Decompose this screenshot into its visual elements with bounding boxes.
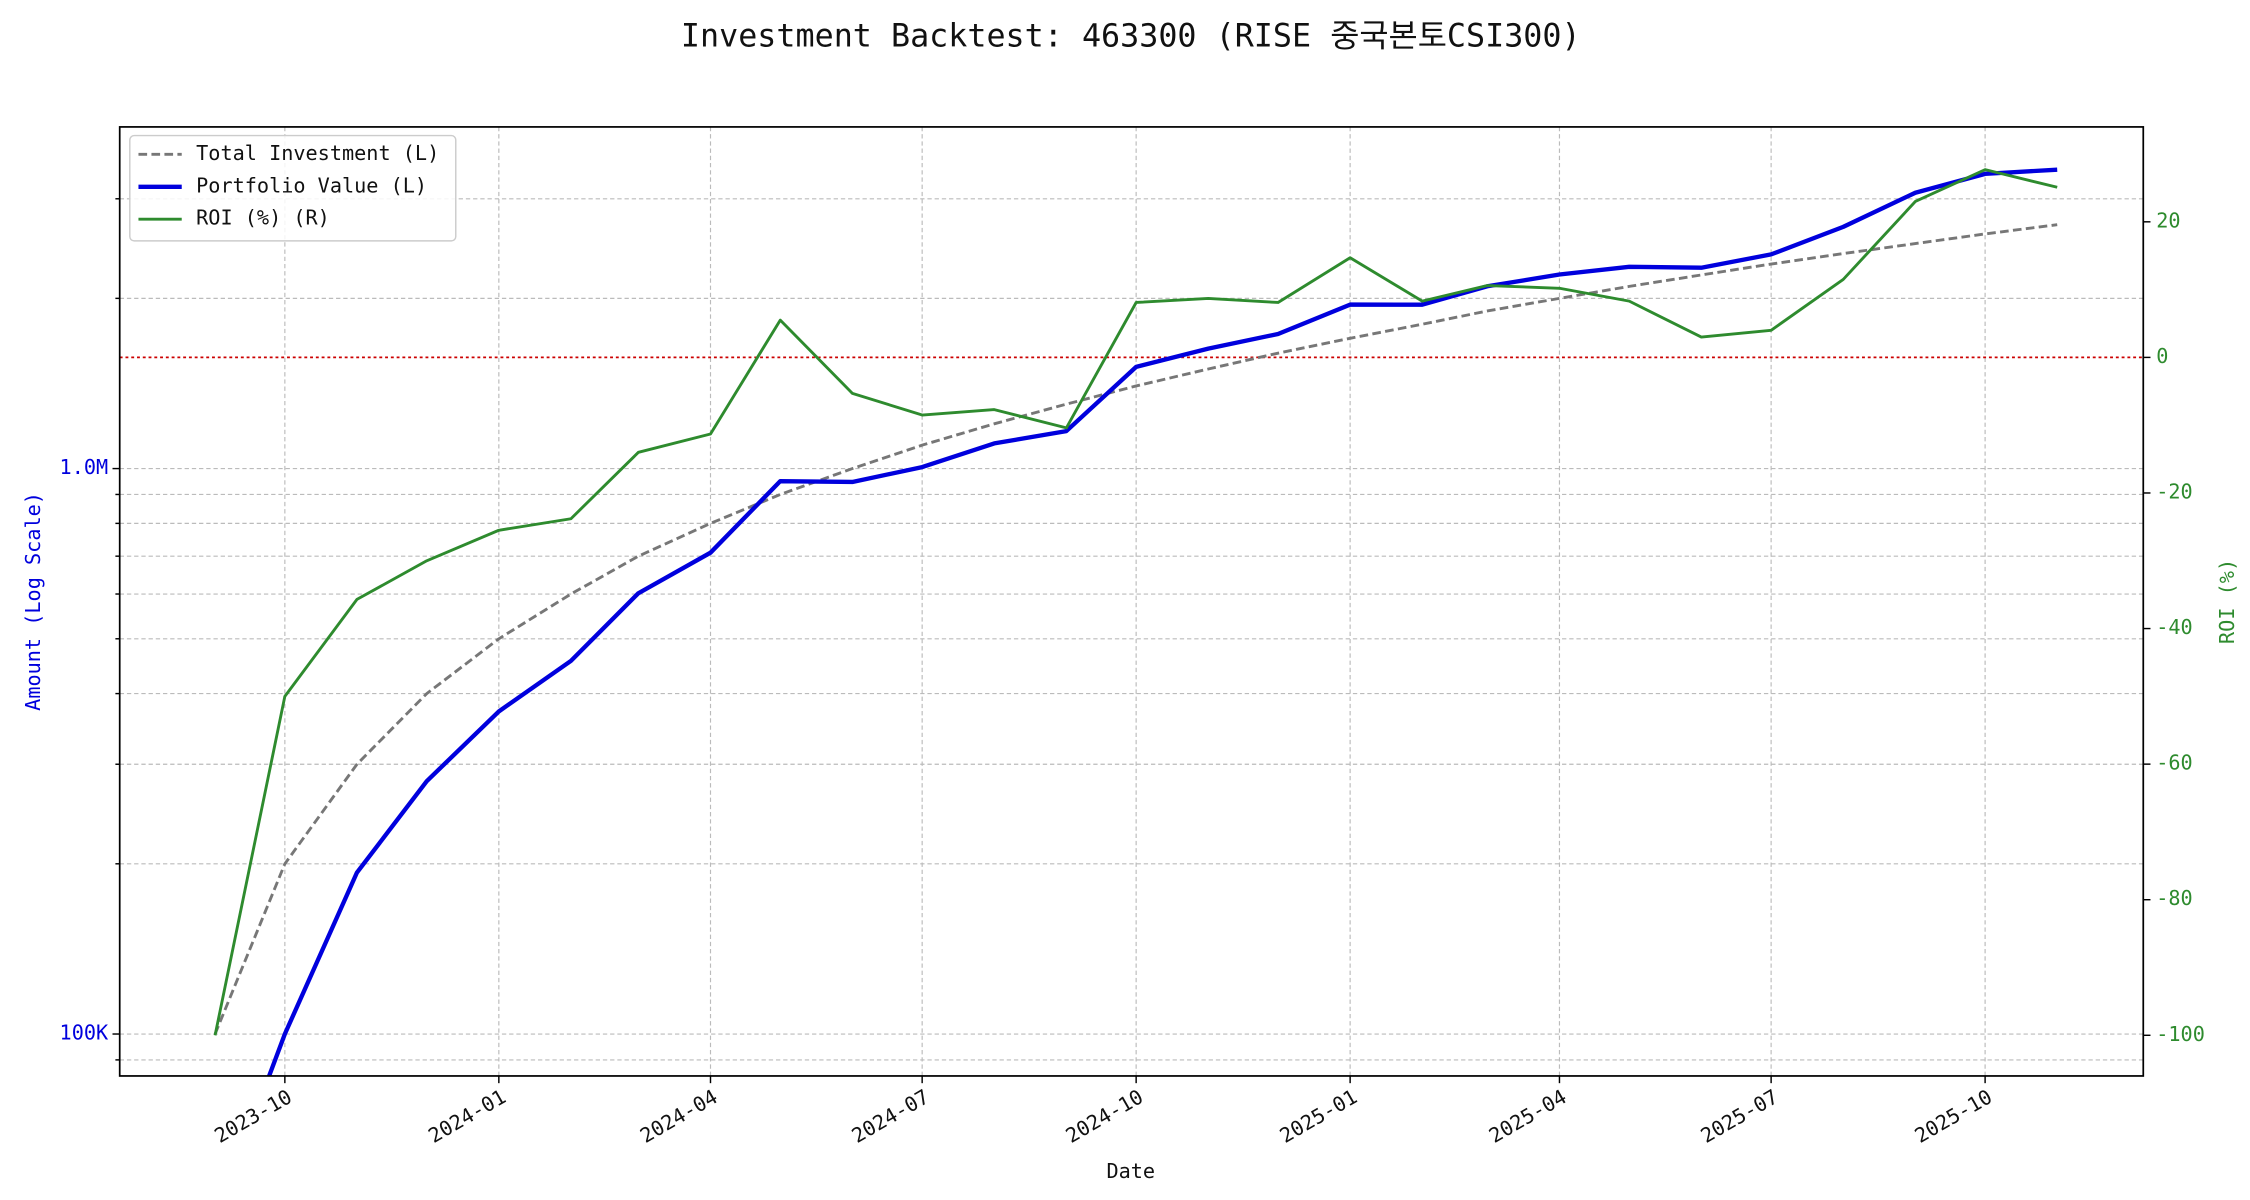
axes: 2023-10 2024-01 2024-04 2024-07 2024-10 2025-…: [60, 198, 2205, 1148]
y2-tick-label: -80: [2156, 886, 2192, 910]
y-tick-label: 1.0M: [60, 455, 109, 479]
y2-tick-label: -40: [2156, 615, 2192, 639]
legend: Total Investment (L) Portfolio Value (L) R…: [129, 134, 457, 242]
x-tick-label: 2023-10: [210, 1084, 296, 1147]
plot-area: [119, 167, 2144, 1076]
series-line: [213, 223, 2058, 1035]
x-tick-label: 2024-07: [847, 1084, 933, 1147]
y2-tick-label: 0: [2156, 344, 2168, 368]
series-line: [213, 168, 2058, 1036]
x-tick-label: 2025-07: [1696, 1084, 1782, 1147]
x-tick-label: 2025-10: [1910, 1084, 1996, 1147]
y2-tick-label: -60: [2156, 751, 2192, 775]
x-axis-label: Date: [1106, 1159, 1155, 1183]
y-tick-label: 100K: [60, 1021, 109, 1045]
legend-label: ROI (%) (R): [196, 206, 330, 230]
series-line: [266, 167, 2058, 1076]
legend-box: [129, 134, 457, 242]
chart-title: Investment Backtest: 463300 (RISE 중국본토CS…: [681, 19, 1581, 55]
y2-tick-label: 20: [2156, 208, 2180, 232]
y2-tick-label: -100: [2156, 1022, 2205, 1046]
y2-axis-label: ROI (%): [2215, 559, 2239, 644]
plot-frame: [118, 126, 2145, 1077]
x-tick-label: 2024-01: [424, 1084, 510, 1147]
x-tick-label: 2025-04: [1485, 1084, 1571, 1147]
grid: [119, 126, 2144, 1076]
y-axis-label: Amount (Log Scale): [21, 492, 45, 711]
x-tick-label: 2024-10: [1061, 1084, 1147, 1147]
legend-label: Portfolio Value (L): [196, 173, 427, 197]
x-tick-label: 2024-04: [636, 1084, 722, 1147]
x-tick-label: 2025-01: [1275, 1084, 1361, 1147]
y2-tick-label: -20: [2156, 479, 2192, 503]
legend-label: Total Investment (L): [196, 141, 439, 165]
